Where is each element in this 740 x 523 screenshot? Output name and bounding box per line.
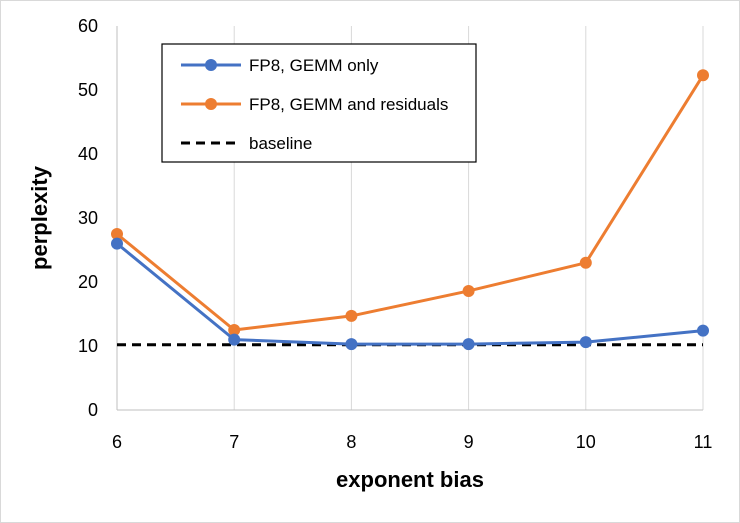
data-point-fp8-gemm-and-residuals-9 [462,284,475,297]
y-tick-label-40: 40 [78,144,98,164]
series-fp8-gemm-and-residuals [111,69,709,336]
legend: FP8, GEMM only FP8, GEMM and residuals bas… [161,43,477,163]
series-fp8-gemm-only [111,237,709,351]
y-tick-label-60: 60 [78,16,98,36]
x-tick-label-8: 8 [346,432,356,452]
x-tick-label-9: 9 [464,432,474,452]
data-point-fp8-gemm-only-11 [697,324,709,337]
x-axis-title: exponent bias [336,467,484,492]
data-point-fp8-gemm-and-residuals-7 [228,324,241,336]
series [111,69,709,351]
x-tick-labels: 6 7 8 9 10 11 [112,432,712,452]
x-tick-label-6: 6 [112,432,122,452]
y-tick-label-50: 50 [78,80,98,100]
legend-item-baseline: baseline [181,134,312,153]
y-tick-label-30: 30 [78,208,98,228]
y-tick-label-10: 10 [78,336,98,356]
data-point-fp8-gemm-only-9 [462,338,475,351]
x-tick-label-10: 10 [576,432,596,452]
data-point-fp8-gemm-and-residuals-6 [111,228,123,240]
legend-label-fp8-gemm-only: FP8, GEMM only [249,56,379,75]
legend-marker-fp8-gemm-and-residuals [205,98,217,110]
data-point-fp8-gemm-and-residuals-10 [579,256,592,269]
legend-label-fp8-gemm-and-residuals: FP8, GEMM and residuals [249,95,448,114]
data-point-fp8-gemm-only-7 [228,333,241,346]
legend-marker-fp8-gemm-only [205,59,217,71]
data-point-fp8-gemm-only-10 [579,336,592,349]
data-point-fp8-gemm-and-residuals-8 [345,309,358,322]
data-point-fp8-gemm-and-residuals-11 [697,69,709,82]
data-point-fp8-gemm-only-6 [111,237,123,250]
x-tick-label-7: 7 [229,432,239,452]
series-line-fp8-gemm-only [116,242,704,346]
x-tick-label-11: 11 [694,432,713,452]
legend-label-baseline: baseline [249,134,312,153]
y-axis-title: perplexity [27,165,52,270]
y-tick-label-20: 20 [78,272,98,292]
y-tick-labels: 0 10 20 30 40 50 60 [78,16,98,420]
legend-item-fp8-gemm-only: FP8, GEMM only [181,56,379,75]
data-point-fp8-gemm-only-8 [345,338,358,351]
series-line-fp8-gemm-and-residuals [116,74,705,332]
y-tick-label-0: 0 [88,400,98,420]
legend-item-fp8-gemm-and-residuals: FP8, GEMM and residuals [181,95,448,114]
